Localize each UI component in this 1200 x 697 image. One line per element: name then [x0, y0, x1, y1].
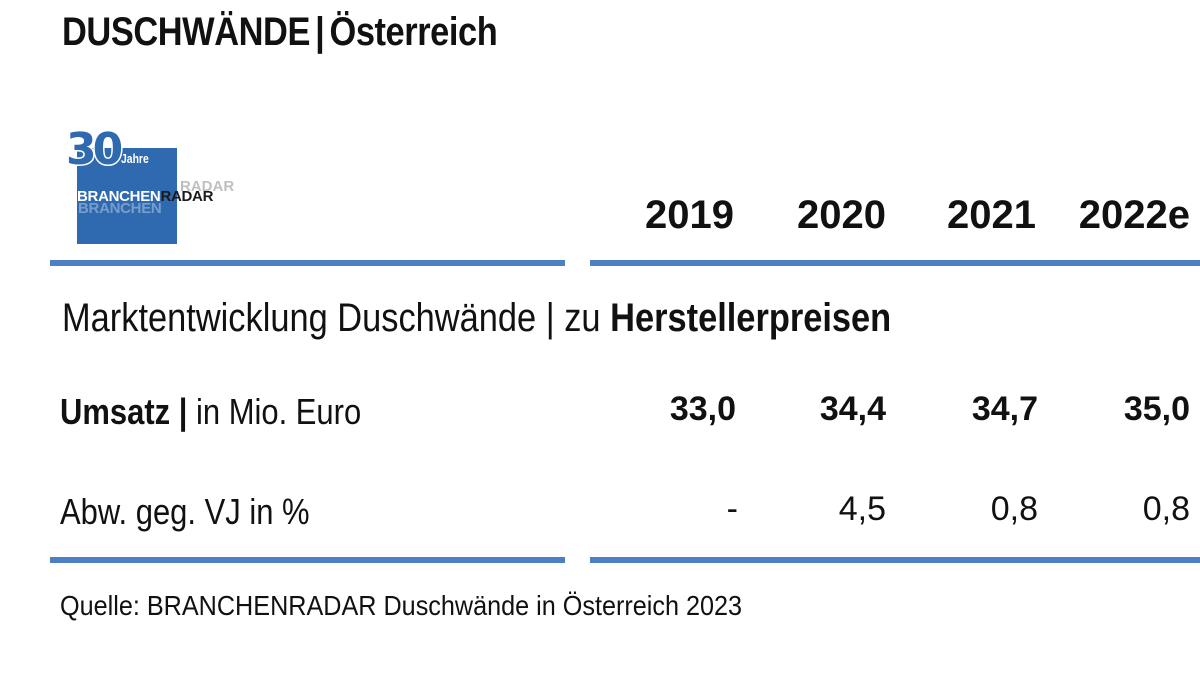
year-header-2022e: 2022e [1078, 193, 1190, 237]
logo-30-number: 30 [64, 124, 124, 175]
subtitle-bold: Herstellerpreisen [610, 296, 892, 340]
value-umsatz-2022e: 35,0 [1123, 390, 1190, 428]
row-label-abweichung: Abw. geg. VJ in % [60, 491, 310, 532]
title-main: DUSCHWÄNDE [62, 10, 310, 54]
logo-ghost-reflection: BRANCHEN [78, 200, 162, 217]
source-note: Quelle: BRANCHENRADAR Duschwände in Öste… [60, 590, 743, 621]
row-label-umsatz-rest: in Mio. Euro [187, 391, 362, 432]
year-header-2021: 2021 [947, 193, 1036, 237]
bottom-rule-left [50, 557, 565, 563]
value-umsatz-2020: 34,4 [819, 390, 886, 428]
year-header-2019: 2019 [645, 193, 734, 237]
row-label-umsatz: Umsatz | in Mio. Euro [60, 391, 361, 433]
bottom-rule-right [590, 557, 1200, 563]
top-rule-left [50, 260, 565, 266]
value-abweichung-2019: - [726, 490, 738, 528]
table-subtitle: Marktentwicklung Duschwände | zu Herstel… [62, 296, 891, 341]
value-abweichung-2021: 0,8 [990, 490, 1038, 528]
value-abweichung-2020: 4,5 [838, 490, 886, 528]
logo-brand-text: BRANCHENRADAR [77, 188, 213, 205]
subtitle-prefix: Marktentwicklung Duschwände | zu [62, 296, 611, 340]
top-rule-right [590, 260, 1200, 266]
logo-brand-part2: RADAR [160, 188, 214, 205]
page-title: DUSCHWÄNDE | Österreich [62, 10, 498, 55]
row-label-umsatz-bold: Umsatz | [60, 391, 188, 432]
title-region: Österreich [329, 10, 498, 54]
logo-jahre-label: Jahre [121, 151, 149, 166]
logo-box [77, 148, 177, 244]
logo-brand-part1: BRANCHEN [77, 188, 161, 205]
logo-ghost-reflection-2: RADAR [180, 178, 235, 195]
value-umsatz-2021: 34,7 [971, 390, 1038, 428]
title-separator: | [315, 10, 325, 54]
value-abweichung-2022e: 0,8 [1142, 490, 1190, 528]
value-umsatz-2019: 33,0 [669, 390, 736, 428]
year-header-2020: 2020 [797, 193, 886, 237]
